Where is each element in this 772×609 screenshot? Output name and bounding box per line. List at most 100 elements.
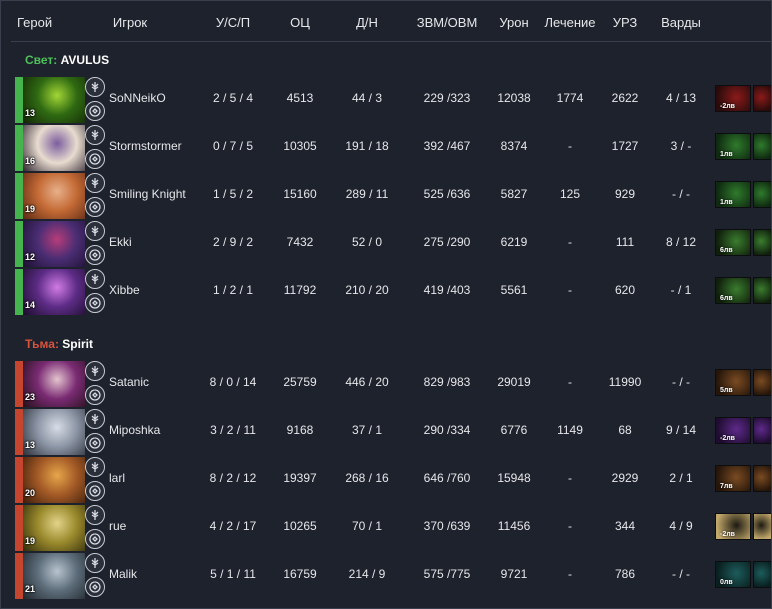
hero-level: 14 bbox=[25, 300, 36, 310]
networth-cell: 16759 bbox=[283, 567, 317, 581]
item-icon[interactable]: 0лв bbox=[715, 561, 751, 588]
networth-cell: 25759 bbox=[283, 375, 317, 389]
item-icon[interactable]: -2лв bbox=[715, 513, 751, 540]
gpm-xpm-cell: 646 /760 bbox=[423, 471, 471, 485]
wards-cell: - / - bbox=[672, 567, 690, 581]
healing-cell: - bbox=[568, 235, 572, 249]
damage-cell: 29019 bbox=[497, 375, 531, 389]
building-damage-cell: 111 bbox=[615, 235, 635, 249]
dagger-icon bbox=[85, 385, 105, 405]
item-icon[interactable] bbox=[753, 133, 771, 160]
target-icon bbox=[85, 433, 105, 453]
item-icon[interactable]: 6лв bbox=[715, 229, 751, 256]
item-icon[interactable]: 6лв bbox=[715, 277, 751, 304]
hero-level: 12 bbox=[25, 252, 36, 262]
item-icon[interactable] bbox=[753, 229, 771, 256]
item-icon[interactable] bbox=[753, 513, 771, 540]
hero-portrait[interactable] bbox=[23, 361, 85, 407]
hero-portrait[interactable] bbox=[23, 409, 85, 455]
item-icon[interactable] bbox=[753, 277, 771, 304]
hero-portrait[interactable] bbox=[23, 553, 85, 599]
player-name[interactable]: Smiling Knight bbox=[109, 187, 186, 201]
header-wards: Варды bbox=[661, 15, 701, 30]
item-icon[interactable]: 5лв bbox=[715, 369, 751, 396]
item-icon[interactable] bbox=[753, 85, 771, 112]
lh-dn-cell: 191 / 18 bbox=[345, 139, 389, 153]
hero-level: 23 bbox=[25, 392, 36, 402]
hero-portrait[interactable] bbox=[23, 125, 85, 171]
table-row[interactable]: 14 Xibbe 1 / 2 / 1 11792 210 / 20 419 /403 556… bbox=[1, 267, 771, 315]
table-row[interactable]: 16 Stormstormer 0 / 7 / 5 10305 191 / 18 392 … bbox=[1, 123, 771, 171]
player-name[interactable]: larl bbox=[109, 471, 126, 485]
table-row[interactable]: 12 Ekki 2 / 9 / 2 7432 52 / 0 275 /290 6219 - 11… bbox=[1, 219, 771, 267]
item-icon[interactable] bbox=[753, 369, 771, 396]
player-name[interactable]: Satanic bbox=[109, 375, 150, 389]
table-row[interactable]: 21 Malik 5 / 1 / 11 16759 214 / 9 575 /775 972… bbox=[1, 551, 771, 599]
damage-cell: 5827 bbox=[500, 187, 528, 201]
item-timing: -2лв bbox=[720, 531, 735, 538]
team-color-bar bbox=[15, 125, 23, 171]
damage-cell: 15948 bbox=[497, 471, 531, 485]
kda-cell: 0 / 7 / 5 bbox=[212, 139, 254, 153]
tree-badge-icon bbox=[85, 505, 105, 525]
table-row[interactable]: 19 rue 4 / 2 / 17 10265 70 / 1 370 /639 11456 -… bbox=[1, 503, 771, 551]
player-name[interactable]: Miposhka bbox=[109, 423, 161, 437]
kda-cell: 8 / 2 / 12 bbox=[209, 471, 257, 485]
damage-cell: 9721 bbox=[500, 567, 528, 581]
wards-cell: 4 / 13 bbox=[665, 91, 697, 105]
team-color-bar bbox=[15, 269, 23, 315]
wards-cell: - / - bbox=[672, 187, 690, 201]
player-name[interactable]: Malik bbox=[109, 567, 138, 581]
hero-portrait[interactable] bbox=[23, 77, 85, 123]
item-icon[interactable] bbox=[753, 561, 771, 588]
kda-cell: 4 / 2 / 17 bbox=[209, 519, 257, 533]
team-color-bar bbox=[15, 77, 23, 123]
item-icon[interactable]: 7лв bbox=[715, 465, 751, 492]
healing-cell: - bbox=[568, 519, 572, 533]
kda-cell: 2 / 9 / 2 bbox=[212, 235, 254, 249]
damage-cell: 5561 bbox=[500, 283, 528, 297]
item-icon[interactable]: 1лв bbox=[715, 181, 751, 208]
header-networth: ОЦ bbox=[290, 15, 310, 30]
gpm-xpm-cell: 419 /403 bbox=[423, 283, 471, 297]
lh-dn-cell: 289 / 11 bbox=[345, 187, 389, 201]
hero-portrait[interactable] bbox=[23, 457, 85, 503]
item-icon[interactable]: -2лв bbox=[715, 417, 751, 444]
table-row[interactable]: 19 Smiling Knight 1 / 5 / 2 15160 289 / 11 52… bbox=[1, 171, 771, 219]
networth-cell: 10265 bbox=[283, 519, 317, 533]
team-name: AVULUS bbox=[60, 53, 110, 67]
damage-cell: 8374 bbox=[500, 139, 528, 153]
player-name[interactable]: SoNNeikO bbox=[109, 91, 166, 105]
hero-portrait[interactable] bbox=[23, 221, 85, 267]
item-icon[interactable]: -2лв bbox=[715, 85, 751, 112]
networth-cell: 9168 bbox=[286, 423, 314, 437]
player-name[interactable]: Stormstormer bbox=[109, 139, 182, 153]
player-name[interactable]: Ekki bbox=[109, 235, 132, 249]
item-icon[interactable] bbox=[753, 181, 771, 208]
kda-cell: 5 / 1 / 11 bbox=[210, 567, 256, 581]
header-hero: Герой bbox=[17, 15, 53, 30]
networth-cell: 4513 bbox=[286, 91, 314, 105]
gpm-xpm-cell: 229 /323 bbox=[423, 91, 471, 105]
healing-cell: - bbox=[568, 567, 572, 581]
networth-cell: 7432 bbox=[286, 235, 314, 249]
tree-badge-icon bbox=[85, 173, 105, 193]
hero-portrait[interactable] bbox=[23, 505, 85, 551]
lh-dn-cell: 37 / 1 bbox=[351, 423, 383, 437]
table-row[interactable]: 13 SoNNeikO 2 / 5 / 4 4513 44 / 3 229 /323 120… bbox=[1, 75, 771, 123]
table-row[interactable]: 23 Satanic 8 / 0 / 14 25759 446 / 20 829 /983… bbox=[1, 359, 771, 407]
item-icon[interactable] bbox=[753, 417, 771, 444]
hero-portrait[interactable] bbox=[23, 269, 85, 315]
wards-cell: - / - bbox=[672, 375, 690, 389]
hero-portrait[interactable] bbox=[23, 173, 85, 219]
table-row[interactable]: 13 Miposhka 3 / 2 / 11 9168 37 / 1 290 /334 67… bbox=[1, 407, 771, 455]
building-damage-cell: 68 bbox=[618, 423, 632, 437]
item-icon[interactable] bbox=[753, 465, 771, 492]
team-color-bar bbox=[15, 361, 23, 407]
table-row[interactable]: 20 larl 8 / 2 / 12 19397 268 / 16 646 /760 159… bbox=[1, 455, 771, 503]
player-name[interactable]: Xibbe bbox=[109, 283, 140, 297]
team-color-bar bbox=[15, 553, 23, 599]
player-name[interactable]: rue bbox=[109, 519, 127, 533]
item-icon[interactable]: 1лв bbox=[715, 133, 751, 160]
flame-icon bbox=[85, 245, 105, 265]
